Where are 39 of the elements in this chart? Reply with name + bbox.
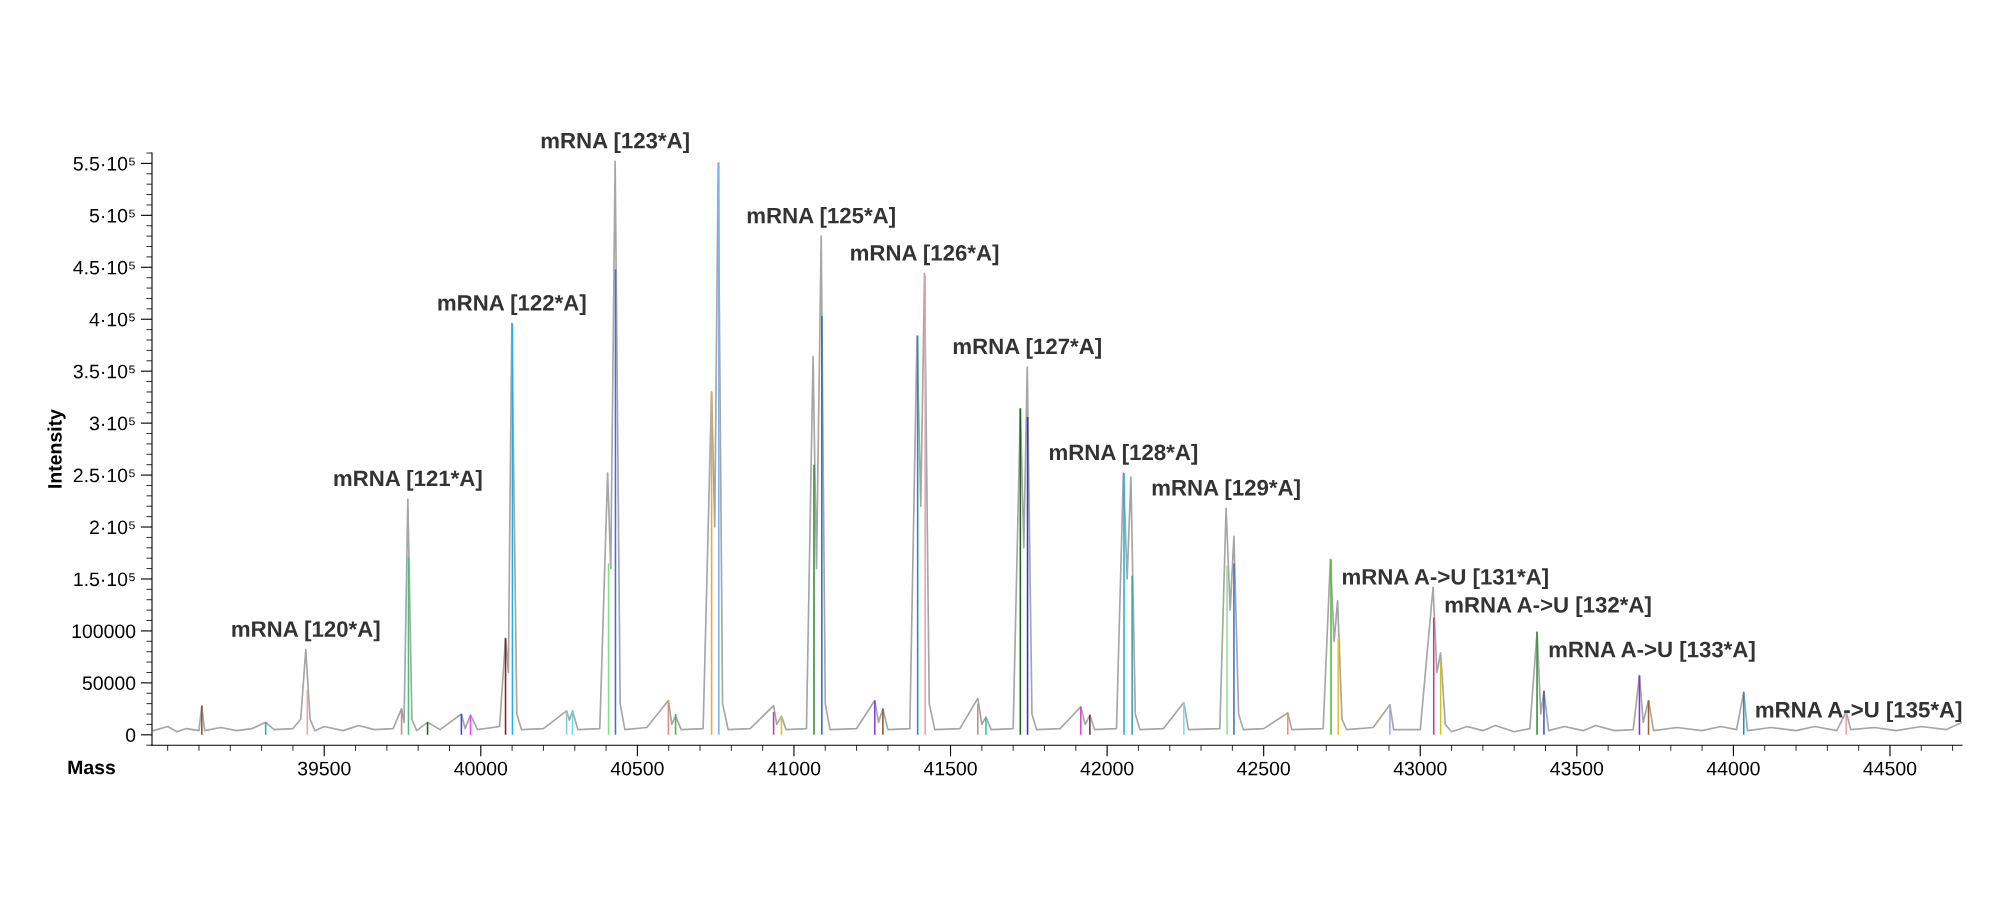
annotation: mRNA A->U [135*A] (1756, 701, 1962, 723)
x-tick-label: 39500 (297, 761, 351, 776)
y-axis-title: Intensity (47, 409, 66, 488)
y-tick-label: 100000 (72, 624, 136, 639)
annotation: mRNA [120*A] (232, 620, 380, 642)
annotation: mRNA A->U [131*A] (1342, 568, 1548, 590)
y-tick-label: 2.5·10⁵ (73, 468, 135, 483)
x-tick-label: 43000 (1393, 761, 1447, 776)
x-tick-label: 43500 (1550, 761, 1604, 776)
annotation: mRNA [123*A] (541, 132, 689, 153)
annotation: mRNA [122*A] (438, 294, 586, 316)
y-tick-label: 4·10⁵ (89, 312, 135, 327)
x-tick-label: 41000 (767, 761, 821, 776)
annotation: mRNA [121*A] (334, 469, 482, 491)
y-tick-label: 2·10⁵ (90, 520, 135, 535)
x-axis-title: Mass (68, 760, 116, 775)
y-tick-label: 3.5·10⁵ (73, 364, 135, 379)
x-tick-label: 44000 (1706, 761, 1760, 776)
annotation: mRNA [127*A] (953, 337, 1101, 359)
x-tick-label: 40500 (610, 761, 664, 776)
x-tick-label: 44500 (1863, 761, 1917, 776)
y-tick-label: 0 (125, 728, 136, 743)
annotation: mRNA [126*A] (851, 244, 999, 266)
y-tick-label: 1.5·10⁵ (74, 572, 135, 587)
x-tick-label: 41500 (923, 761, 977, 776)
annotation: mRNA [128*A] (1049, 443, 1198, 465)
x-tick-label: 42000 (1080, 761, 1134, 776)
y-tick-label: 5·10⁵ (89, 208, 135, 223)
annotation: mRNA [125*A] (747, 207, 895, 228)
y-tick-label: 3·10⁵ (89, 416, 135, 431)
y-tick-label: 4.5·10⁵ (73, 260, 135, 275)
x-tick-label: 40000 (454, 761, 508, 776)
annotation: mRNA A->U [133*A] (1549, 641, 1755, 662)
annotation: mRNA A->U [132*A] (1445, 596, 1651, 618)
x-tick-label: 42500 (1237, 761, 1290, 776)
annotation: mRNA [129*A] (1152, 479, 1300, 500)
y-tick-label: 5.5·10⁵ (73, 156, 135, 171)
y-tick-label: 50000 (82, 676, 136, 691)
line-series (152, 160, 1962, 733)
